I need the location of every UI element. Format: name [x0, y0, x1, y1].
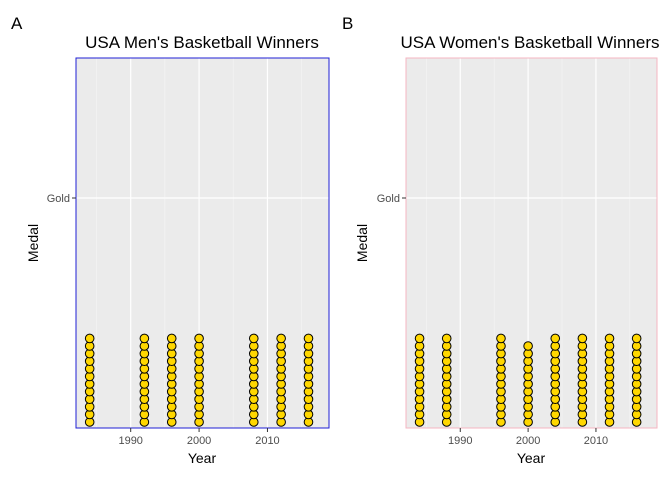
plot-background-men: [76, 58, 329, 428]
plot-border-women: [405, 57, 658, 429]
medal-dot: [84, 333, 95, 344]
x-tick-label: 2000: [187, 435, 211, 447]
x-tick-label: 1990: [118, 435, 142, 447]
medal-dot: [194, 333, 204, 344]
medal-dot: [631, 333, 642, 344]
x-tick-label: 2000: [516, 435, 540, 447]
panel-b: B USA Women's Basketball Winners 1990 200…: [342, 14, 659, 466]
dots-men: [84, 333, 314, 427]
chart-title-women: USA Women's Basketball Winners: [401, 33, 660, 52]
y-tick-label-women: Gold: [377, 193, 400, 205]
y-axis-men: Gold: [47, 193, 76, 205]
y-axis-title-women: Medal: [354, 224, 370, 262]
medal-dot: [604, 333, 615, 344]
x-tick-label: 1990: [448, 435, 472, 447]
medal-dot: [496, 333, 506, 344]
medal-dot: [248, 333, 259, 344]
medal-dot: [441, 333, 452, 344]
x-axis-title-men: Year: [188, 450, 217, 466]
panel-a: A USA Men's Basketball Winners 1990 2000 2…: [11, 14, 330, 466]
panel-letter-a: A: [11, 14, 23, 33]
y-axis-title-men: Medal: [25, 224, 41, 262]
x-axis-women: 1990 2000 2010: [448, 428, 608, 447]
medal-dot: [139, 333, 150, 344]
medal-dot: [414, 333, 425, 344]
medal-dot: [166, 333, 177, 344]
plot-border-men: [75, 57, 330, 429]
medal-dot: [303, 333, 314, 344]
x-tick-label: 2010: [584, 435, 608, 447]
gridlines-women: [406, 58, 657, 428]
y-axis-women: Gold: [377, 193, 406, 205]
panel-letter-b: B: [342, 14, 353, 33]
x-axis-title-women: Year: [517, 450, 546, 466]
dots-women: [414, 333, 642, 427]
x-axis-men: 1990 2000 2010: [118, 428, 280, 447]
medal-dot: [550, 333, 561, 344]
chart-title-men: USA Men's Basketball Winners: [85, 33, 319, 52]
gridlines-men: [76, 58, 329, 428]
y-tick-label-men: Gold: [47, 193, 70, 205]
x-tick-label: 2010: [255, 435, 279, 447]
medal-dot: [577, 333, 588, 344]
medal-dot: [276, 333, 286, 344]
medal-dot: [523, 341, 533, 351]
